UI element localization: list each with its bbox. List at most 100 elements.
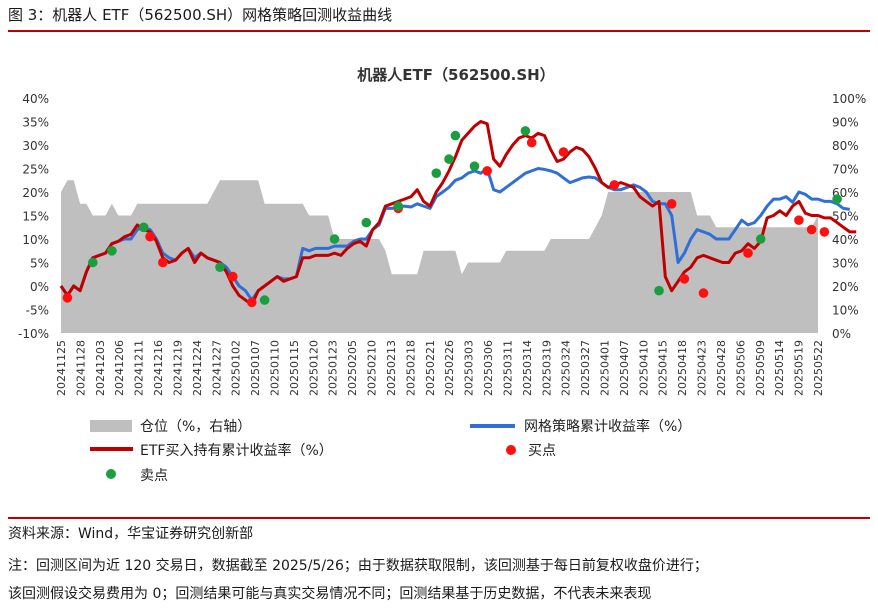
position-area-layer [61, 180, 818, 333]
x-axis-tick-label: 20250102 [230, 340, 243, 396]
axis-layer: -10% -5% 0% 5% 10% 15% 20% 25% 30% 35% 40% 0% 10% 20%… [18, 92, 866, 396]
x-axis-tick-label: 20241125 [55, 340, 68, 396]
position-area [61, 180, 818, 333]
sell-point [450, 130, 461, 141]
buy-point [158, 257, 168, 268]
right-axis-tick-label: 100% [832, 92, 866, 106]
x-axis-tick-label: 20241211 [133, 340, 146, 396]
right-axis-tick-label: 10% [832, 304, 859, 318]
x-axis-tick-label: 20250110 [269, 340, 282, 396]
buy-point [247, 297, 257, 308]
legend-position-swatch [90, 420, 132, 432]
left-axis-tick-label: 15% [22, 210, 49, 224]
left-axis-tick-label: 35% [22, 116, 49, 130]
x-axis-tick-label: 20250428 [715, 340, 728, 396]
bottom-rule [8, 517, 870, 519]
chart-title: 机器人ETF（562500.SH） [357, 66, 554, 84]
sell-point [520, 126, 531, 136]
top-rule [8, 30, 870, 32]
x-axis-tick-label: 20250423 [696, 340, 709, 396]
legend-sell-label: 卖点 [140, 468, 168, 484]
left-axis-tick-label: 40% [22, 92, 49, 106]
right-axis-tick-label: 50% [832, 210, 859, 224]
buy-point [145, 231, 155, 242]
chart-container: 机器人ETF（562500.SH） -10% -5% 0% 5% 10% 15% 20% 25… [0, 44, 878, 514]
x-axis-tick-label: 20250210 [366, 340, 379, 396]
sell-point [755, 234, 766, 244]
x-axis-tick-label: 20250107 [249, 340, 262, 396]
right-axis-tick-label: 80% [832, 139, 859, 153]
left-axis-tick-label: -5% [26, 304, 49, 318]
x-axis-tick-label: 20250410 [637, 340, 650, 396]
buy-point [609, 180, 620, 190]
legend-position-label: 仓位（%，右轴） [140, 419, 251, 435]
legend-buy-label: 买点 [528, 443, 556, 459]
sell-point [138, 222, 149, 233]
etf-buyhold-line [59, 120, 857, 307]
x-axis-tick-label: 20250120 [307, 340, 320, 396]
sell-point [654, 285, 664, 296]
buy-point [806, 224, 817, 235]
x-axis-tick-label: 20250123 [327, 340, 340, 396]
sell-point [361, 217, 372, 228]
left-axis-tick-label: 5% [30, 257, 49, 271]
right-axis-tick-label: 90% [832, 116, 859, 130]
x-axis-tick-label: 20250407 [618, 340, 631, 396]
x-axis-tick-label: 20250401 [598, 340, 611, 396]
note-line-1: 注：回测区间为近 120 交易日，数据截至 2025/5/26；由于数据获取限制… [8, 558, 708, 574]
left-axis-tick-label: 25% [22, 163, 49, 177]
x-axis-tick-label: 20250115 [288, 340, 301, 396]
x-axis-tick-label: 20250327 [579, 340, 592, 396]
right-axis-tick-label: 0% [832, 327, 851, 341]
x-axis-tick-label: 20250303 [463, 340, 476, 396]
sell-point [259, 295, 270, 305]
x-axis-tick-label: 20241219 [171, 340, 184, 396]
x-axis-tick-label: 20250319 [540, 340, 553, 396]
x-axis-tick-label: 20241224 [191, 340, 204, 396]
source-note: 资料来源：Wind，华宝证券研究创新部 [8, 526, 254, 542]
buy-point [526, 137, 537, 148]
buy-point [679, 274, 690, 284]
sell-point [107, 246, 117, 256]
x-axis-tick-label: 20250226 [443, 340, 456, 396]
x-axis-tick-label: 20250514 [773, 340, 786, 396]
buy-point [228, 271, 238, 282]
x-axis-tick-label: 20241216 [152, 340, 165, 396]
sell-point [215, 262, 225, 272]
x-axis-tick-label: 20250221 [424, 340, 437, 396]
legend: 仓位（%，右轴） 网格策略累计收益率（%） ETF买入持有累计收益率（%） 买点… [90, 418, 691, 484]
left-axis-tick-label: 10% [22, 233, 49, 247]
right-axis-tick-label: 70% [832, 163, 859, 177]
x-axis-tick-label: 20250324 [560, 340, 573, 396]
x-axis-tick-label: 20241128 [74, 340, 87, 396]
sell-point [832, 194, 842, 204]
buy-point [698, 288, 709, 298]
x-axis-tick-label: 20250205 [346, 340, 359, 396]
figure-title: 图 3：机器人 ETF（562500.SH）网格策略回测收益曲线 [8, 6, 393, 24]
x-axis-tick-label: 20250418 [676, 340, 689, 396]
sell-point [444, 154, 454, 164]
right-axis-tick-label: 20% [832, 280, 859, 294]
left-axis-tick-label: -10% [18, 327, 49, 341]
buy-point [62, 293, 73, 303]
legend-sell-marker [106, 469, 116, 479]
backtest-chart: 机器人ETF（562500.SH） -10% -5% 0% 5% 10% 15% 20% 25… [18, 66, 866, 484]
line-layer [59, 120, 857, 307]
sell-point [469, 161, 480, 171]
x-axis-tick-label: 20250311 [501, 340, 514, 396]
x-axis-tick-label: 20250415 [657, 340, 670, 396]
legend-etf-label: ETF买入持有累计收益率（%） [140, 442, 333, 459]
x-axis-tick-label: 20241227 [210, 340, 223, 396]
buy-point [666, 199, 677, 209]
buy-point [482, 166, 493, 176]
x-axis-tick-label: 20241206 [113, 340, 126, 396]
x-axis-tick-label: 20250522 [812, 340, 825, 396]
legend-grid-label: 网格策略累计收益率（%） [524, 418, 691, 435]
buy-point [794, 215, 804, 225]
x-axis-tick-label: 20250314 [521, 340, 534, 396]
left-axis-tick-label: 0% [30, 280, 49, 294]
left-axis-tick-label: 30% [22, 139, 49, 153]
right-axis-tick-label: 40% [832, 233, 859, 247]
sell-point [431, 168, 442, 178]
x-axis-tick-label: 20250509 [754, 340, 767, 396]
